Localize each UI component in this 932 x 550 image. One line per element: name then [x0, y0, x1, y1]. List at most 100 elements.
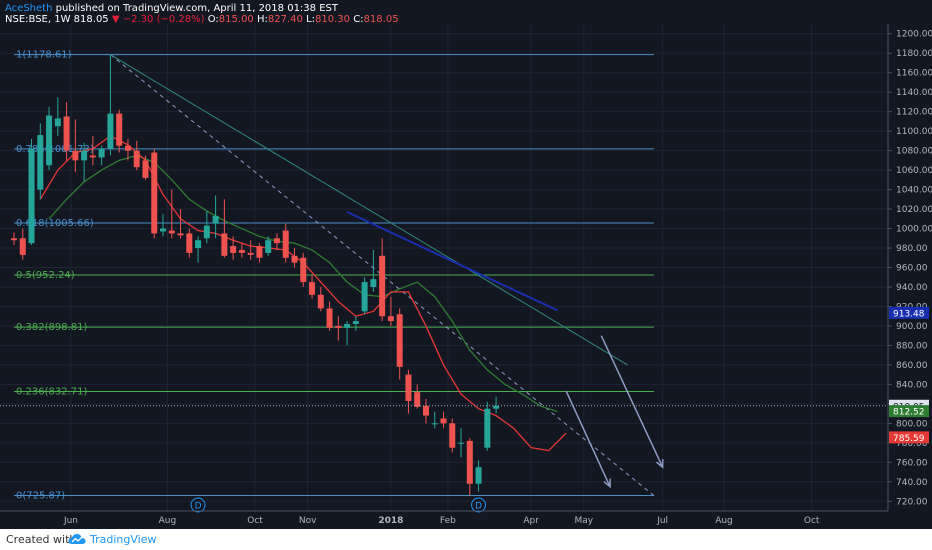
publish-header: AceSheth published on TradingView.com, A… [5, 3, 338, 15]
y-tick-label: 1000.00 [896, 225, 932, 235]
candle-body [387, 316, 394, 322]
candle-body [203, 225, 210, 239]
candle-body [81, 150, 88, 161]
y-tick-label: 740.00 [896, 478, 928, 488]
candle-body [238, 249, 245, 253]
x-tick-label: Jun [63, 516, 78, 526]
price-tag-box [889, 431, 929, 444]
candle-body [107, 113, 114, 149]
candle-body [458, 442, 465, 444]
candle-body [300, 257, 307, 283]
price-chart[interactable]: 1(1178.61) 0.786(1081.73) 0.618(1005.66) 0.… [0, 0, 932, 529]
candle-body [63, 116, 70, 151]
y-tick-label: 1120.00 [896, 108, 932, 118]
fib-level-label: 0.236(832.71) [16, 386, 88, 397]
projection-arrow-line [600, 335, 664, 468]
candle-body [475, 467, 482, 484]
candle-body [116, 113, 123, 146]
candle-body [352, 321, 359, 324]
candle-body [133, 150, 140, 168]
candle-body [186, 233, 193, 253]
candle-body [291, 255, 298, 263]
x-tick-label: 2018 [378, 516, 403, 526]
symbol-legend: NSE:BSE, 1W 818.05 ▼ −2.30 (−0.28%) O:81… [5, 14, 399, 26]
candle-body [405, 374, 412, 401]
ohlc-high-value: 827.40 [267, 14, 303, 25]
candle-body [195, 240, 202, 249]
fib-level-label: 0.382(898.81) [16, 322, 88, 333]
y-tick-label: 760.00 [896, 458, 928, 468]
y-tick-label: 1060.00 [896, 166, 932, 176]
tradingview-brand[interactable]: TradingView [90, 533, 157, 546]
candle-body [273, 238, 280, 244]
candle-body [422, 405, 429, 416]
fib-level-label: 0.5(952.24) [16, 270, 75, 281]
price-tag-label: 785.59 [893, 434, 925, 444]
x-tick-label: Jul [656, 516, 668, 526]
x-tick-label: Aug [159, 516, 177, 526]
y-tick-label: 860.00 [896, 361, 928, 371]
blue-trend-line [346, 211, 558, 312]
y-tick-label: 1140.00 [896, 88, 932, 98]
teal-trend-line [110, 54, 628, 366]
y-tick-label: 840.00 [896, 380, 928, 390]
y-tick-label: 1040.00 [896, 186, 932, 196]
candle-body [221, 233, 228, 256]
projection-arrowhead [655, 459, 664, 469]
candle-body [124, 145, 131, 151]
ohlc-open-label: O: [207, 14, 219, 25]
candle-body [370, 279, 377, 287]
candle-body [493, 405, 500, 409]
candle-body [54, 118, 61, 127]
candle-body [212, 215, 219, 224]
candle-body [72, 150, 79, 161]
y-tick-label: 1180.00 [896, 49, 932, 59]
created-with-text: Created with [6, 533, 77, 546]
candle-body [309, 282, 316, 295]
x-tick-label: Apr [523, 516, 539, 526]
candle-body [247, 252, 254, 255]
y-tick-label: 1200.00 [896, 30, 932, 40]
candle-body [177, 233, 184, 236]
price-tag-box [889, 306, 929, 319]
candle-body [98, 148, 105, 158]
y-tick-label: 1100.00 [896, 127, 932, 137]
candle-body [46, 115, 53, 166]
y-tick-label: 880.00 [896, 341, 928, 351]
candle-body [28, 148, 35, 244]
price-tag-label: 913.48 [893, 309, 925, 319]
ohlc-close-label: C: [353, 14, 364, 25]
candle-body [230, 246, 237, 253]
y-tick-label: 980.00 [896, 244, 928, 254]
x-tick-label: Nov [299, 516, 317, 526]
publish-info: published on TradingView.com, April 11, … [55, 3, 338, 14]
ohlc-open-value: 815.00 [218, 14, 254, 25]
y-tick-label: 900.00 [896, 322, 928, 332]
y-tick-label: 1160.00 [896, 69, 932, 79]
ohlc-low-value: 810.30 [315, 14, 351, 25]
price-tag-box [889, 405, 929, 418]
tradingview-cloud-icon [68, 534, 86, 544]
candle-body [484, 408, 491, 448]
author-name[interactable]: AceSheth [5, 3, 53, 14]
fib-level-label: 1(1178.61) [16, 50, 72, 61]
y-tick-label: 1020.00 [896, 205, 932, 215]
candle-body [431, 423, 438, 425]
x-tick-label: Aug [715, 516, 733, 526]
candle-body [282, 230, 289, 258]
y-tick-label: 720.00 [896, 497, 928, 507]
candle-body [265, 240, 272, 253]
price-change: −2.30 (−0.28%) [122, 14, 205, 25]
fib-level-label: 0.786(1081.73) [16, 144, 94, 155]
candle-body [151, 152, 158, 234]
candle-body [414, 392, 421, 407]
candle-body [89, 155, 96, 158]
ohlc-low-label: L: [306, 14, 316, 25]
symbol-name[interactable]: NSE:BSE, 1W [5, 14, 71, 25]
y-tick-label: 780.00 [896, 439, 928, 449]
y-tick-label: 1080.00 [896, 147, 932, 157]
dividend-marker [190, 497, 206, 513]
candle-body [326, 308, 333, 328]
candle-body [466, 440, 473, 484]
candle-body [37, 135, 44, 190]
